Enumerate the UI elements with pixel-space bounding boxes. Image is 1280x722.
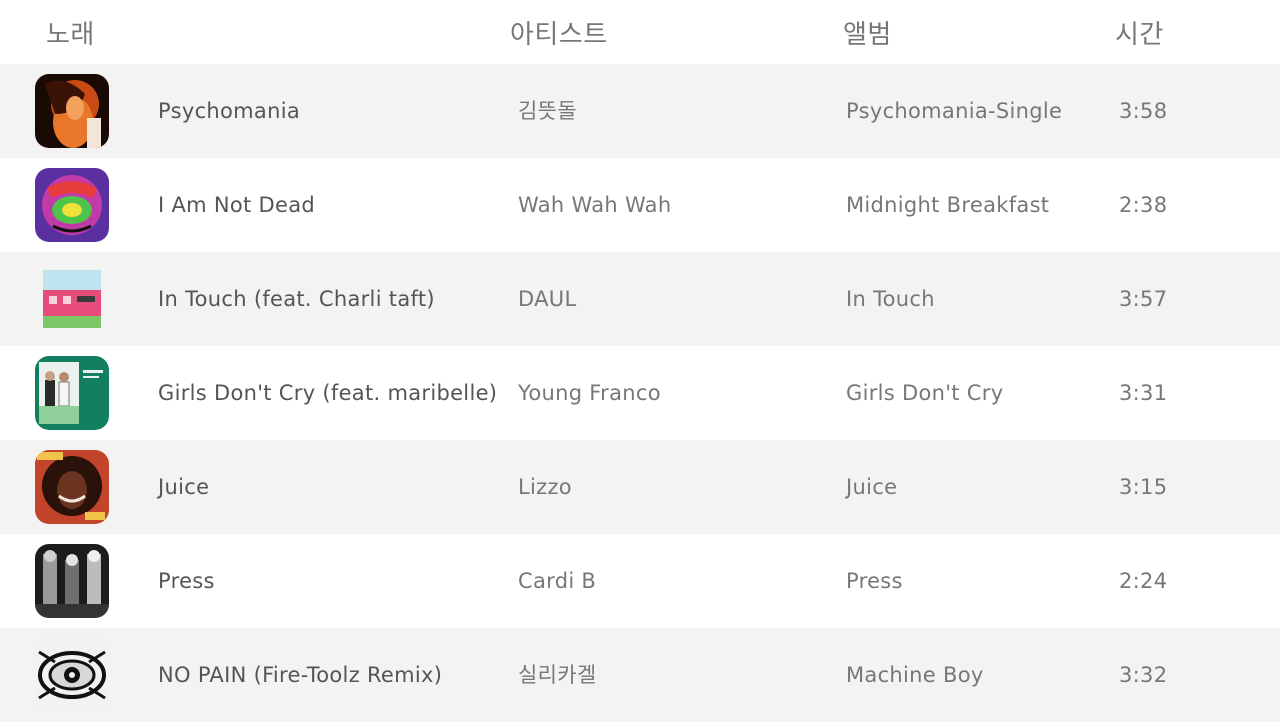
album-art-thumbnail [35,74,109,148]
track-row[interactable]: Press Cardi B Press 2:24 [0,534,1280,628]
track-duration: 2:24 [1119,569,1168,593]
track-album[interactable]: Psychomania-Single [846,99,1063,123]
track-duration: 3:58 [1119,99,1168,123]
header-album[interactable]: 앨범 [843,20,892,50]
album-art-thumbnail [35,450,109,524]
album-art-thumbnail [35,168,109,242]
track-title: NO PAIN (Fire-Toolz Remix) [158,663,443,687]
header-song[interactable]: 노래 [46,20,95,50]
track-album[interactable]: Juice [846,475,898,499]
album-art-thumbnail [35,262,109,336]
track-artist[interactable]: DAUL [518,287,577,311]
track-row[interactable]: Psychomania 김뜻돌 Psychomania-Single 3:58 [0,64,1280,158]
track-artist[interactable]: 김뜻돌 [518,99,577,123]
track-row[interactable]: In Touch (feat. Charli taft) DAUL In Tou… [0,252,1280,346]
track-row[interactable]: I Am Not Dead Wah Wah Wah Midnight Break… [0,158,1280,252]
track-duration: 2:38 [1119,193,1168,217]
track-duration: 3:31 [1119,381,1168,405]
track-row[interactable]: Juice Lizzo Juice 3:15 [0,440,1280,534]
album-art-thumbnail [35,356,109,430]
album-art-thumbnail [35,638,109,712]
track-album[interactable]: Girls Don't Cry [846,381,1004,405]
track-artist[interactable]: Cardi B [518,569,597,593]
track-title: In Touch (feat. Charli taft) [158,287,435,311]
header-artist[interactable]: 아티스트 [510,20,608,50]
track-artist[interactable]: Young Franco [518,381,661,405]
track-album[interactable]: Press [846,569,903,593]
track-title: I Am Not Dead [158,193,316,217]
track-title: Juice [158,475,210,499]
track-duration: 3:57 [1119,287,1168,311]
track-row[interactable]: Girls Don't Cry (feat. maribelle) Young … [0,346,1280,440]
track-duration: 3:15 [1119,475,1168,499]
track-album[interactable]: Machine Boy [846,663,984,687]
track-artist[interactable]: Wah Wah Wah [518,193,672,217]
track-album[interactable]: Midnight Breakfast [846,193,1050,217]
track-artist[interactable]: 실리카겔 [518,663,597,687]
album-art-thumbnail [35,544,109,618]
header-time[interactable]: 시간 [1115,20,1164,50]
track-list: Psychomania 김뜻돌 Psychomania-Single 3:58 … [0,64,1280,722]
track-album[interactable]: In Touch [846,287,935,311]
track-duration: 3:32 [1119,663,1168,687]
track-title: Girls Don't Cry (feat. maribelle) [158,381,498,405]
track-list-header: 노래 아티스트 앨범 시간 [0,0,1280,64]
track-artist[interactable]: Lizzo [518,475,572,499]
track-title: Press [158,569,215,593]
track-row[interactable]: NO PAIN (Fire-Toolz Remix) 실리카겔 Machine … [0,628,1280,722]
track-title: Psychomania [158,99,301,123]
